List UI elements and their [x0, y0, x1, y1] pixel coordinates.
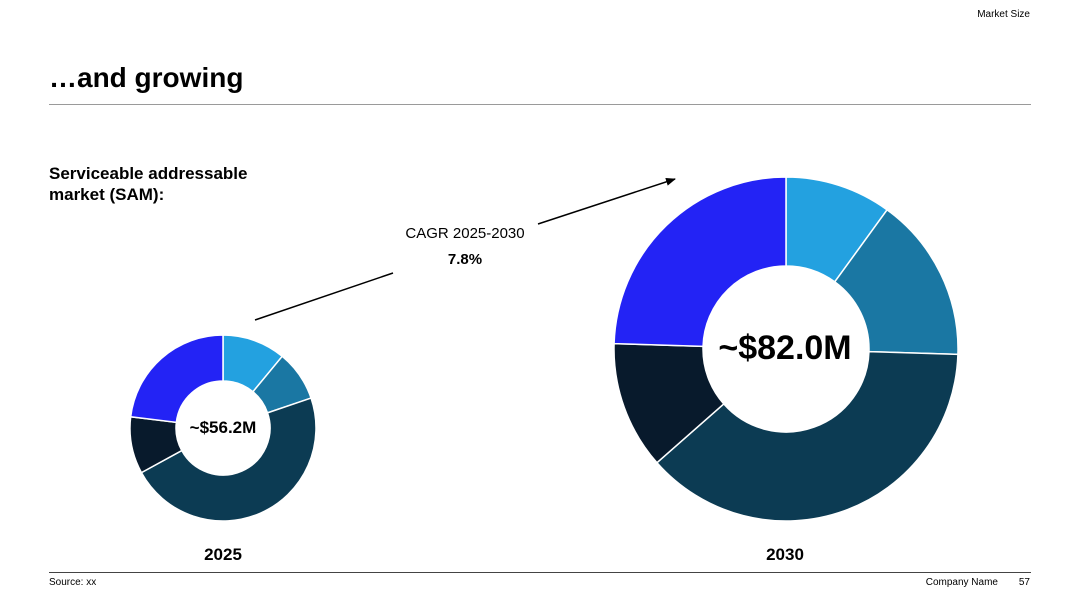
donut-slice-2030-5 — [613, 176, 787, 348]
page-title: …and growing — [49, 62, 244, 93]
cagr-label: CAGR 2025-2030 — [405, 225, 525, 242]
donut-slice-2030-2 — [833, 208, 959, 356]
donut-chart-2025 — [129, 334, 317, 522]
title-divider — [49, 104, 1031, 105]
cagr-value: 7.8% — [447, 251, 483, 268]
sam-label: Serviceable addressable market (SAM): — [49, 164, 248, 204]
cagr-arrow-head — [537, 178, 676, 225]
source-note: Source: xx — [49, 577, 97, 588]
donut-chart-2030 — [613, 176, 959, 522]
cagr-arrow-tail — [254, 272, 394, 321]
center-total-2025: ~$56.2M — [189, 418, 257, 437]
year-label-2030: 2030 — [766, 545, 804, 564]
footer-divider — [49, 572, 1031, 573]
center-total-2030: ~$82.0M — [718, 329, 852, 367]
year-label-2025: 2025 — [204, 545, 242, 564]
company-name: Company Name — [925, 577, 998, 588]
page-number: 57 — [1018, 577, 1030, 588]
section-tag: Market Size — [977, 9, 1030, 20]
donut-slice-2030-3 — [655, 350, 959, 522]
donut-slice-2025-3 — [140, 397, 317, 522]
donut-slice-2025-5 — [129, 334, 224, 424]
